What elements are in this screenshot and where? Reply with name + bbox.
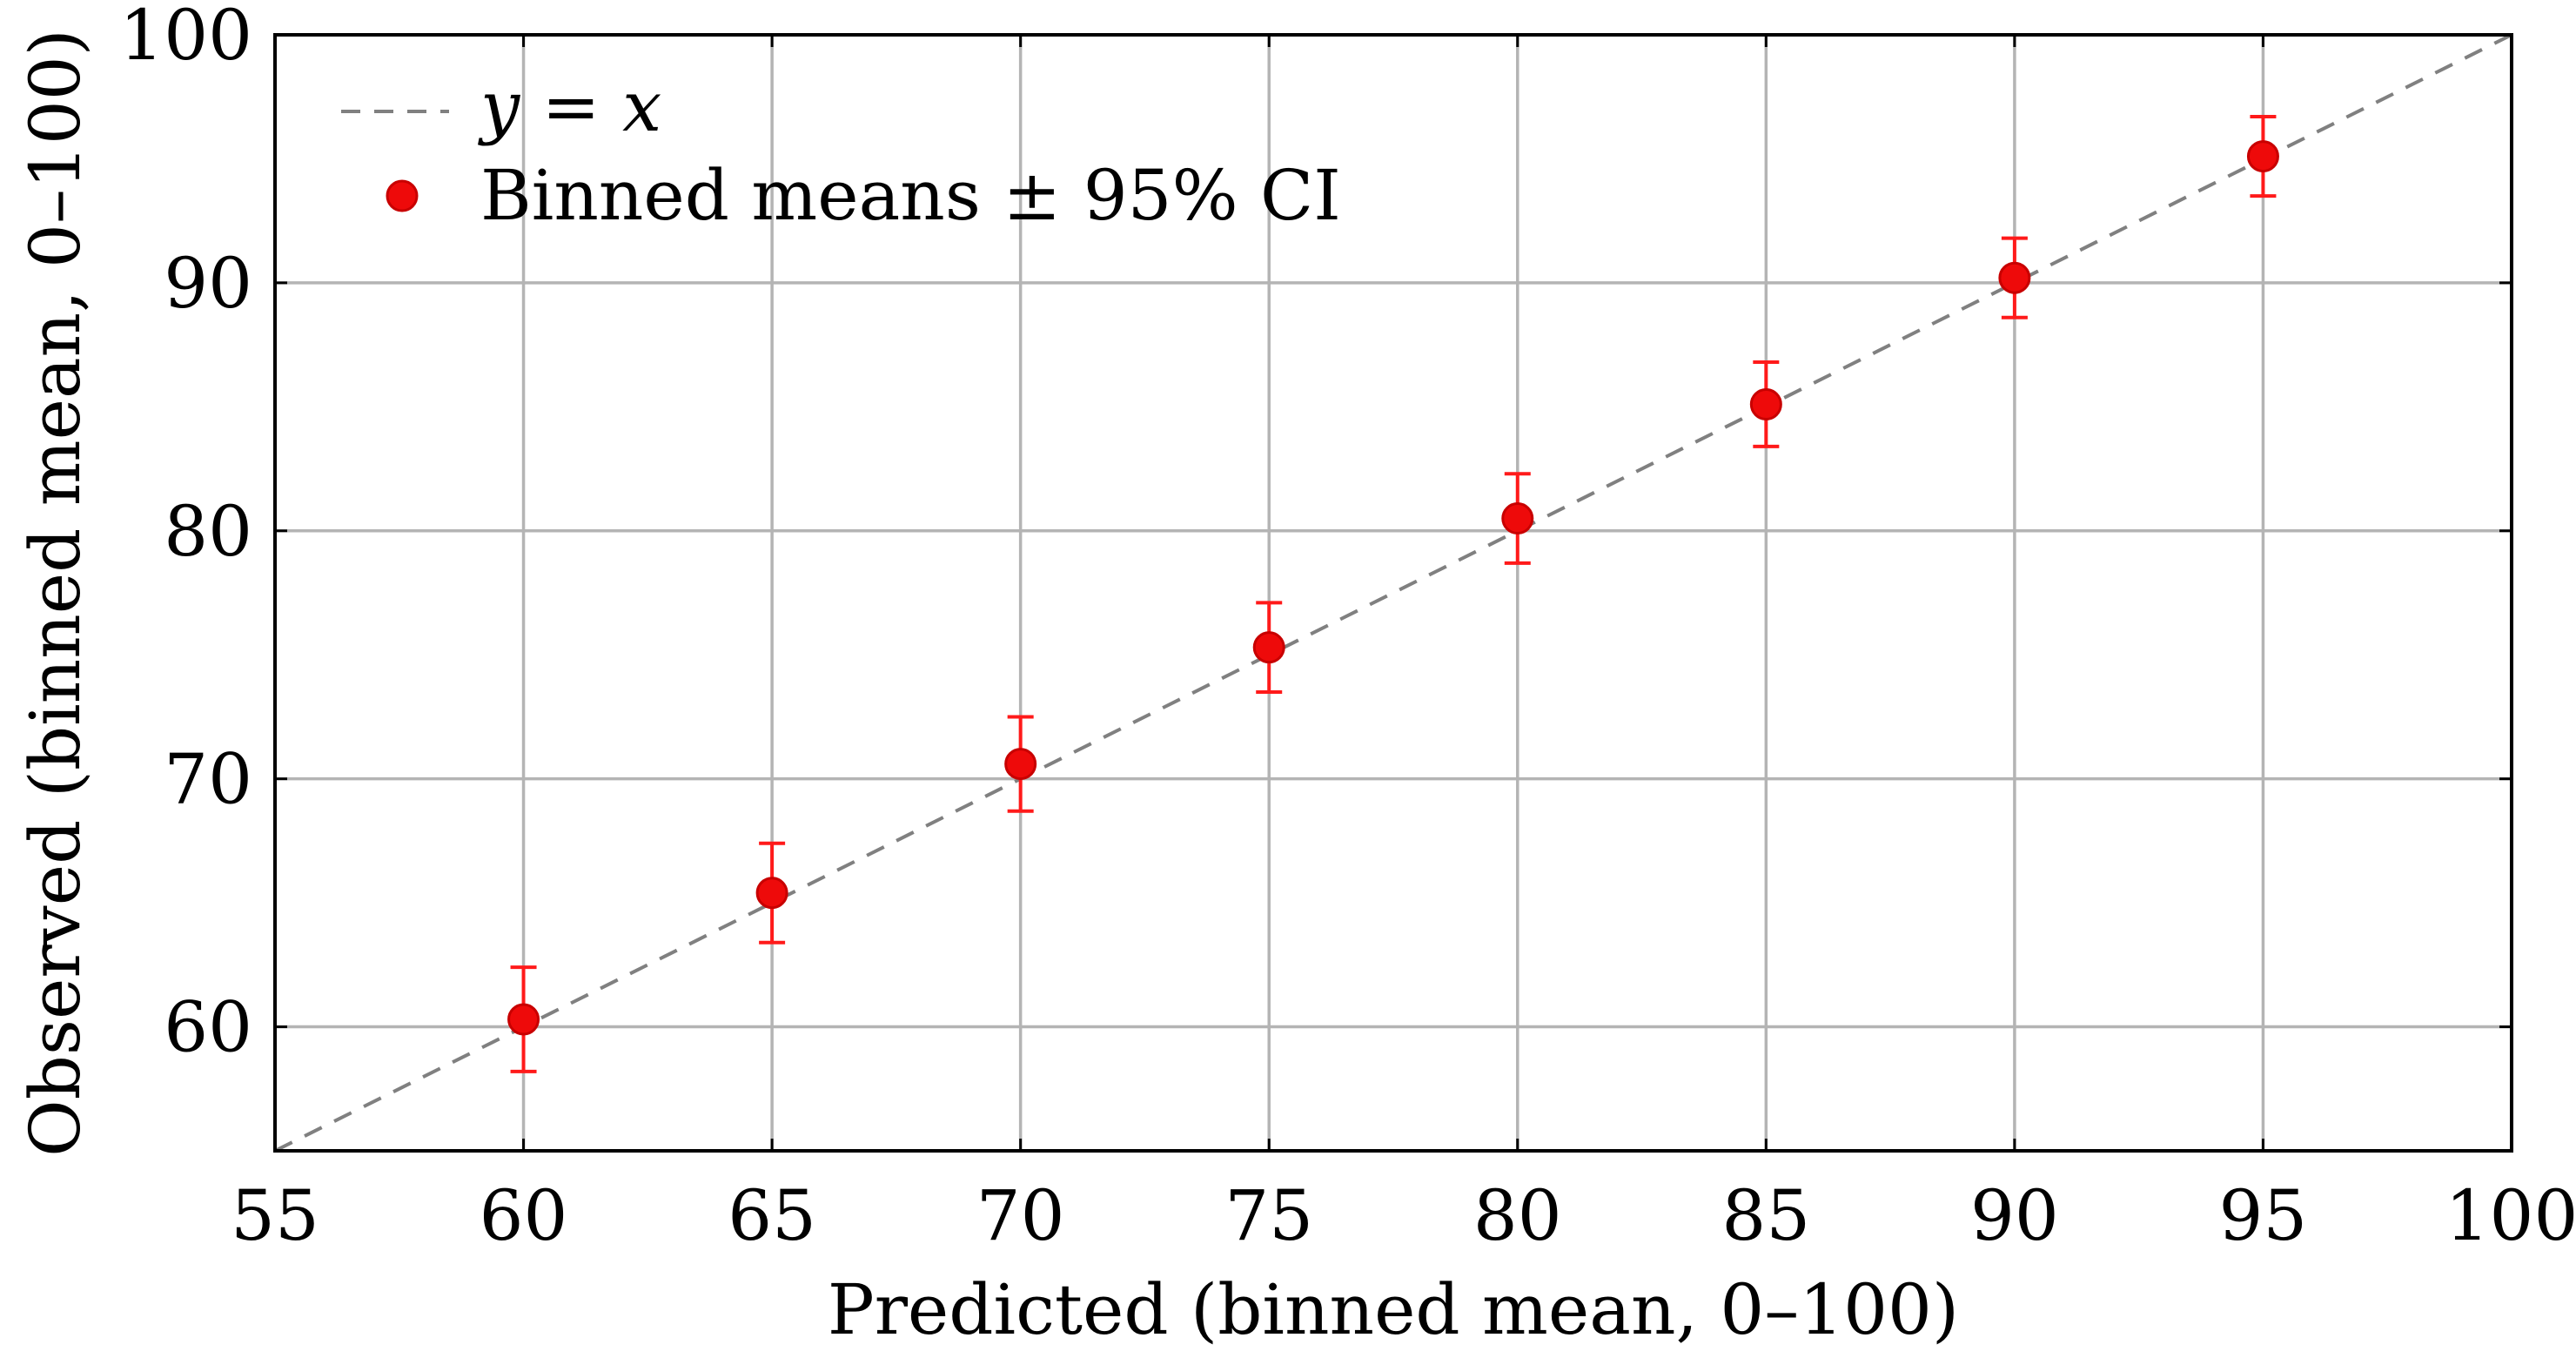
y-tick-labels: 60 70 80 90 100: [119, 0, 252, 1068]
y-tick-label: 90: [164, 243, 252, 324]
x-tick-label: 60: [480, 1175, 568, 1256]
x-tick-label: 95: [2219, 1175, 2308, 1256]
x-tick-label: 80: [1473, 1175, 1562, 1256]
x-tick-label: 70: [976, 1175, 1065, 1256]
x-tick-label: 65: [728, 1175, 816, 1256]
data-point: [1252, 631, 1285, 664]
x-tick-label: 75: [1224, 1175, 1313, 1256]
legend-point-swatch: [386, 179, 419, 212]
legend-points-label: Binned means ± 95% CI: [480, 155, 1341, 236]
data-point: [1004, 748, 1037, 781]
y-tick-label: 80: [164, 491, 252, 572]
legend-ref-label: y = x: [478, 66, 661, 147]
data-point: [507, 1003, 540, 1036]
legend-ref-label-x: x: [622, 66, 661, 147]
legend: y = x Binned means ± 95% CI: [341, 66, 1341, 236]
legend-ref-label-eq: =: [520, 66, 622, 147]
data-point: [1749, 387, 1782, 420]
data-point: [2246, 140, 2279, 173]
x-tick-label: 85: [1721, 1175, 1810, 1256]
x-tick-labels: 55 60 65 70 75 80 85 90 95 100: [231, 1175, 2576, 1256]
y-tick-label: 60: [164, 987, 252, 1068]
x-tick-label: 55: [231, 1175, 319, 1256]
y-tick-label: 100: [119, 0, 252, 76]
grid-lines: [275, 35, 2512, 1151]
y-tick-label: 70: [164, 739, 252, 820]
x-axis-title: Predicted (binned mean, 0–100): [828, 1269, 1959, 1350]
data-point: [755, 877, 788, 910]
data-point: [1998, 261, 2031, 294]
data-points-group: [507, 140, 2279, 1036]
x-tick-label: 90: [1970, 1175, 2059, 1256]
plot-frame: [273, 33, 2513, 1153]
x-tick-label: 100: [2445, 1175, 2576, 1256]
legend-ref-label-y: y: [478, 66, 521, 147]
tick-marks: [273, 33, 2513, 1151]
y-axis-title: Observed (binned mean, 0–100): [15, 29, 96, 1157]
data-point: [1501, 502, 1534, 535]
